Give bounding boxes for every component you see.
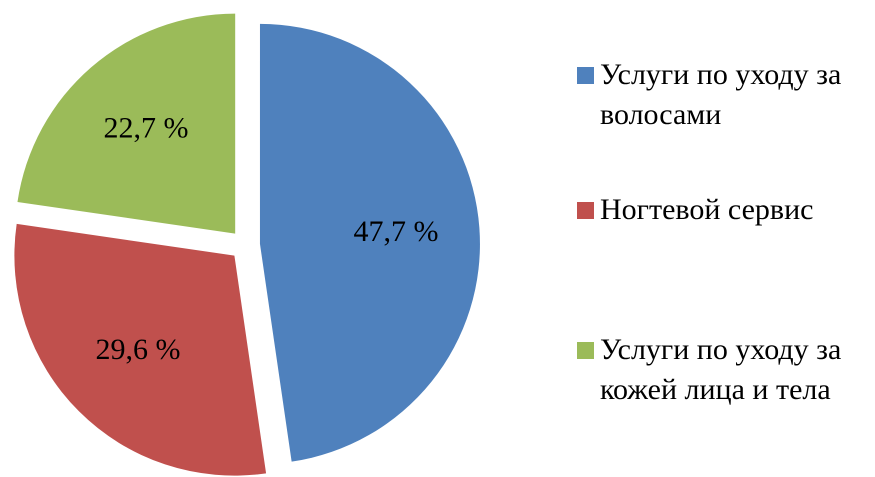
legend-item: Услуги по уходу за волосами bbox=[577, 55, 857, 135]
data-label: 29,6 % bbox=[95, 333, 180, 366]
legend-swatch bbox=[577, 342, 594, 359]
legend-label: Услуги по уходу за волосами bbox=[600, 58, 842, 131]
legend-item: Ногтевой сервис bbox=[577, 190, 857, 230]
data-label: 47,7 % bbox=[354, 215, 439, 248]
legend-label: Ногтевой сервис bbox=[600, 193, 814, 226]
data-label: 22,7 % bbox=[103, 111, 188, 144]
legend-swatch bbox=[577, 202, 594, 219]
pie-slice bbox=[17, 13, 236, 234]
legend-item: Услуги по уходу за кожей лица и тела bbox=[577, 330, 857, 410]
legend-swatch bbox=[577, 67, 594, 84]
pie-slice bbox=[259, 23, 480, 462]
pie-slice bbox=[14, 223, 267, 476]
legend-label: Услуги по уходу за кожей лица и тела bbox=[600, 333, 842, 406]
chart: 47,7 % 29,6 % 22,7 % bbox=[14, 13, 480, 476]
